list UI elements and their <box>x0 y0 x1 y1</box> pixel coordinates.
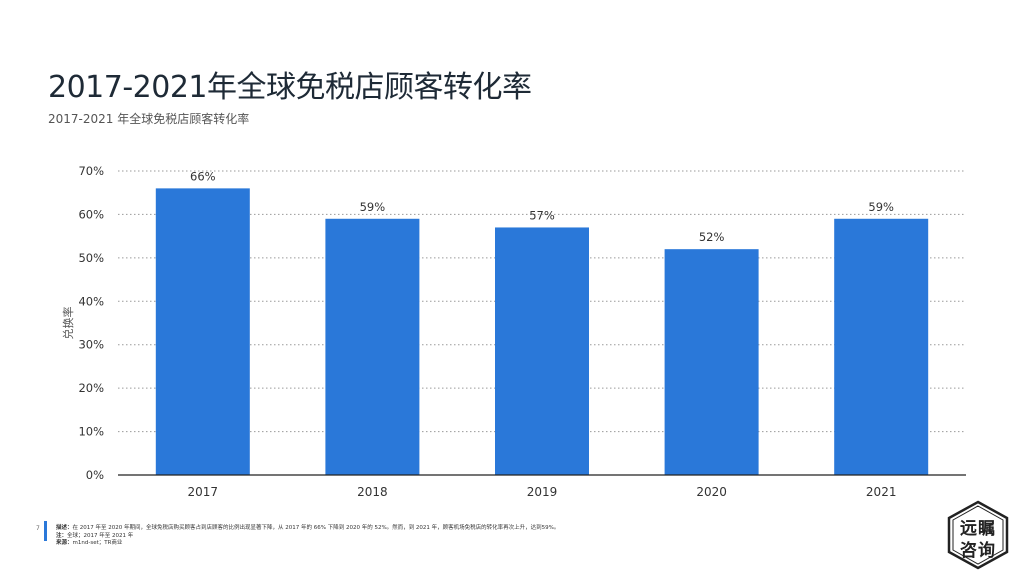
source-label: 来源： <box>56 540 73 546</box>
x-tick-label: 2019 <box>527 485 558 499</box>
y-tick-label: 60% <box>78 207 104 221</box>
bar <box>155 188 250 475</box>
logo-line-2: 咨询 <box>960 541 996 561</box>
x-tick-label: 2018 <box>357 485 388 499</box>
note-label: 注： <box>56 532 68 539</box>
description-line: 描述：在 2017 年至 2020 年期间，全球免税店购买顾客占到店顾客的比例出… <box>56 525 559 533</box>
page-number: 7 <box>36 525 40 532</box>
bar <box>664 249 759 475</box>
y-tick-label: 50% <box>78 251 104 265</box>
data-label: 57% <box>529 208 555 222</box>
source-line: 来源：m1nd-set；TR商业 <box>56 540 559 548</box>
data-label: 66% <box>190 169 216 183</box>
company-logo: 远瞩 咨询 <box>946 500 1010 570</box>
note-line: 注：全球；2017 年至 2021 年 <box>56 533 559 541</box>
description-text: 在 2017 年至 2020 年期间，全球免税店购买顾客占到店顾客的比例出现显著… <box>72 525 560 531</box>
y-tick-label: 20% <box>78 381 104 395</box>
description-label: 描述： <box>56 525 73 531</box>
logo-hexagon-icon <box>947 500 1009 570</box>
chart-subtitle: 2017-2021 年全球免税店顾客转化率 <box>48 112 250 126</box>
footer-lines: 描述：在 2017 年至 2020 年期间，全球免税店购买顾客占到店顾客的比例出… <box>56 525 559 548</box>
y-tick-label: 40% <box>78 294 104 308</box>
source-text: m1nd-set；TR商业 <box>72 540 123 546</box>
y-tick-label: 30% <box>78 338 104 352</box>
x-tick-label: 2020 <box>696 485 727 499</box>
bar-chart: 0%10%20%30%40%50%60%70% 66%59%57%52%59% … <box>61 164 966 499</box>
x-tick-label: 2017 <box>188 485 219 499</box>
data-label: 59% <box>360 200 386 214</box>
y-tick-label: 0% <box>86 468 104 482</box>
data-labels: 66% 59% 57% 52% 59% <box>190 169 894 244</box>
y-tick-label: 10% <box>78 425 104 439</box>
y-tick-label: 70% <box>78 164 104 178</box>
y-axis-ticks: 0% 10% 20% 30% 40% 50% 60% 70% <box>78 164 104 482</box>
data-label: 52% <box>699 230 725 244</box>
x-tick-label: 2021 <box>866 485 897 499</box>
bar <box>325 218 420 475</box>
y-axis-label: 兑换率 <box>61 307 75 340</box>
note-text: 全球；2017 年至 2021 年 <box>67 532 134 539</box>
x-axis-ticks: 2017 2018 2019 2020 2021 <box>188 485 897 499</box>
data-label: 59% <box>868 200 894 214</box>
bar <box>834 218 929 475</box>
footer-accent-bar <box>44 521 47 541</box>
page-title: 2017-2021年全球免税店顾客转化率 <box>48 70 532 105</box>
bars <box>155 188 929 475</box>
bar <box>495 227 589 475</box>
logo-line-1: 远瞩 <box>960 519 996 539</box>
